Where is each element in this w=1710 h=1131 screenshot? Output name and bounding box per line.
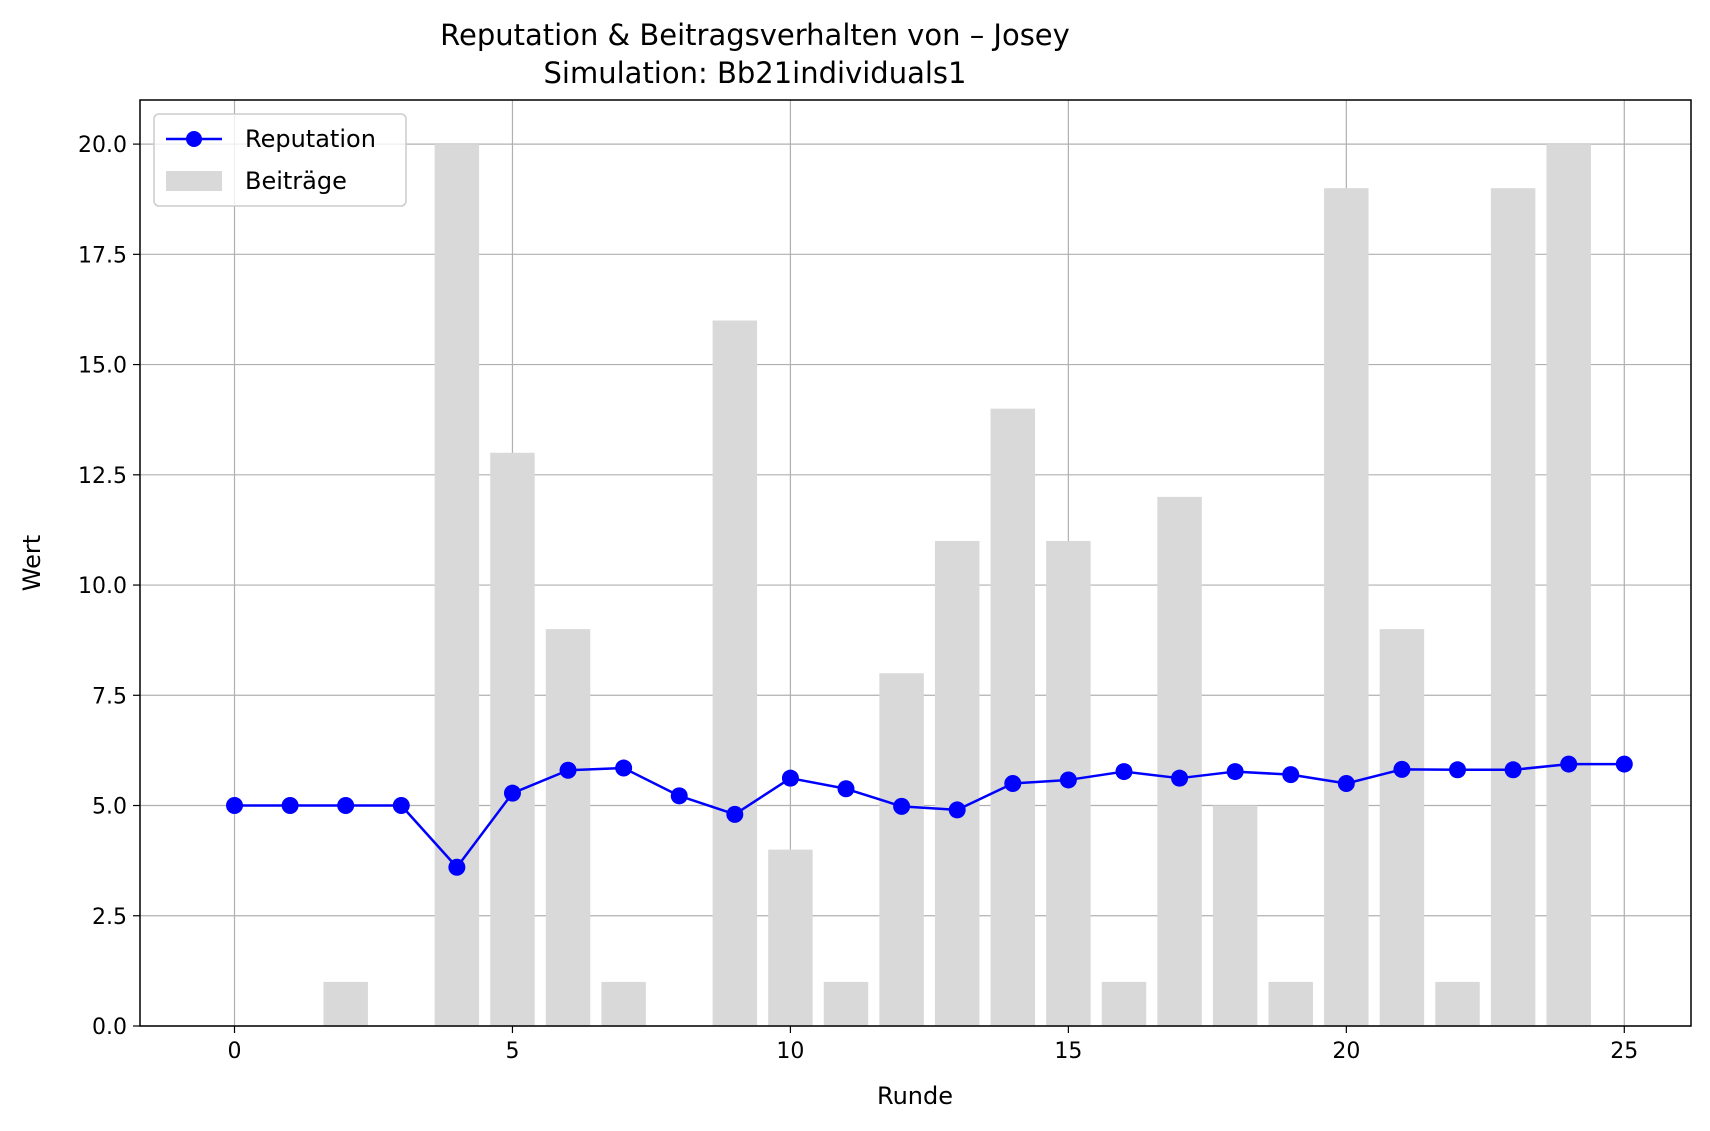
reputation-point bbox=[1004, 774, 1022, 792]
contribution-bar bbox=[712, 320, 758, 1026]
reputation-point bbox=[392, 797, 410, 815]
y-tick-label: 2.5 bbox=[92, 905, 127, 930]
reputation-point bbox=[1504, 761, 1522, 779]
contribution-bar bbox=[1379, 629, 1425, 1026]
reputation-point bbox=[948, 801, 966, 819]
contribution-bar bbox=[1324, 188, 1369, 1026]
reputation-point bbox=[281, 797, 299, 815]
chart-subtitle: Simulation: Bb21individuals1 bbox=[544, 56, 967, 90]
reputation-point bbox=[1337, 774, 1355, 792]
contribution-bar bbox=[1212, 805, 1258, 1026]
contribution-bar bbox=[990, 408, 1036, 1027]
reputation-point bbox=[837, 780, 855, 798]
reputation-point bbox=[226, 797, 244, 815]
legend-label-reputation: Reputation bbox=[245, 125, 376, 153]
reputation-point bbox=[1449, 761, 1467, 779]
line-series bbox=[226, 755, 1633, 876]
legend-marker-swatch bbox=[186, 131, 202, 147]
legend-label-beitraege: Beiträge bbox=[245, 167, 347, 195]
reputation-point bbox=[1115, 763, 1133, 781]
contribution-bar bbox=[934, 540, 980, 1026]
contribution-bar bbox=[879, 673, 924, 1026]
y-tick-label: 12.5 bbox=[78, 464, 127, 489]
reputation-point bbox=[1226, 763, 1244, 781]
contribution-bar bbox=[1268, 981, 1313, 1026]
reputation-point bbox=[559, 761, 577, 779]
x-tick-label: 20 bbox=[1332, 1039, 1360, 1064]
contribution-bar bbox=[823, 981, 869, 1026]
reputation-point bbox=[448, 858, 466, 876]
y-tick-label: 7.5 bbox=[92, 684, 127, 709]
contribution-bar bbox=[1101, 981, 1147, 1026]
x-tick-label: 10 bbox=[776, 1039, 804, 1064]
x-tick-label: 25 bbox=[1610, 1039, 1638, 1064]
y-tick-label: 0.0 bbox=[92, 1015, 127, 1040]
contribution-bar bbox=[1157, 496, 1202, 1026]
reputation-point bbox=[1171, 769, 1189, 787]
y-axis-label: Wert bbox=[18, 535, 46, 591]
contribution-bar bbox=[545, 629, 591, 1026]
reputation-point bbox=[615, 759, 633, 777]
y-tick-label: 5.0 bbox=[92, 795, 127, 820]
x-axis-label: Runde bbox=[877, 1082, 953, 1110]
y-tick-label: 17.5 bbox=[78, 243, 127, 268]
reputation-point bbox=[1393, 760, 1411, 778]
reputation-point bbox=[1560, 755, 1578, 773]
bar-series bbox=[323, 144, 1591, 1027]
y-tick-label: 20.0 bbox=[78, 133, 127, 158]
legend-bar-swatch bbox=[166, 171, 222, 191]
x-axis-ticks: 0 5 10 15 20 25 bbox=[228, 1026, 1638, 1064]
reputation-point bbox=[670, 787, 688, 805]
contribution-bar bbox=[434, 144, 480, 1027]
reputation-point bbox=[781, 769, 799, 787]
reputation-point bbox=[337, 797, 355, 815]
reputation-point bbox=[503, 784, 521, 802]
contribution-bar bbox=[1490, 188, 1536, 1026]
reputation-line bbox=[234, 762, 1625, 869]
contribution-bar bbox=[1546, 144, 1591, 1027]
x-tick-label: 0 bbox=[228, 1039, 242, 1064]
x-tick-label: 15 bbox=[1054, 1039, 1082, 1064]
chart-title: Reputation & Beitragsverhalten von – Jos… bbox=[440, 18, 1070, 52]
reputation-point bbox=[1059, 771, 1077, 789]
legend: Reputation Beiträge bbox=[153, 113, 407, 207]
contribution-bar bbox=[490, 452, 535, 1026]
reputation-point bbox=[893, 797, 911, 815]
contribution-bar bbox=[601, 981, 646, 1026]
x-tick-label: 5 bbox=[505, 1039, 519, 1064]
contribution-bar bbox=[1435, 981, 1480, 1026]
plot-frame bbox=[139, 99, 1692, 1027]
contribution-bar bbox=[323, 981, 368, 1026]
y-axis-ticks: 0.0 2.5 5.0 7.5 10.0 12.5 15.0 17.5 20.0 bbox=[78, 133, 140, 1040]
reputation-point bbox=[1615, 755, 1633, 773]
reputation-point bbox=[1282, 766, 1300, 784]
contribution-bar bbox=[768, 849, 813, 1026]
y-tick-label: 10.0 bbox=[78, 574, 127, 599]
y-tick-label: 15.0 bbox=[78, 354, 127, 379]
reputation-point bbox=[726, 805, 744, 823]
